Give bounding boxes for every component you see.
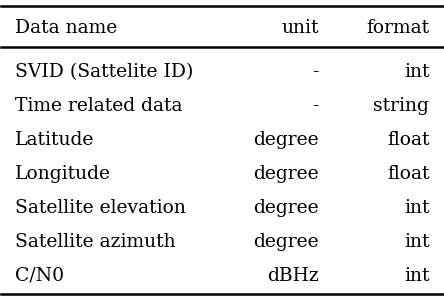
Text: float: float [387,131,429,149]
Text: degree: degree [254,165,319,183]
Text: Longitude: Longitude [15,165,111,183]
Text: int: int [404,199,429,217]
Text: int: int [404,233,429,251]
Text: Time related data: Time related data [15,97,182,115]
Text: format: format [366,19,429,37]
Text: degree: degree [254,233,319,251]
Text: unit: unit [281,19,319,37]
Text: Latitude: Latitude [15,131,94,149]
Text: int: int [404,267,429,285]
Text: Satellite elevation: Satellite elevation [15,199,186,217]
Text: SVID (Sattelite ID): SVID (Sattelite ID) [15,63,193,81]
Text: -: - [313,63,319,81]
Text: string: string [373,97,429,115]
Text: degree: degree [254,199,319,217]
Text: Satellite azimuth: Satellite azimuth [15,233,175,251]
Text: dBHz: dBHz [267,267,319,285]
Text: C/N0: C/N0 [15,267,64,285]
Text: float: float [387,165,429,183]
Text: degree: degree [254,131,319,149]
Text: -: - [313,97,319,115]
Text: Data name: Data name [15,19,117,37]
Text: int: int [404,63,429,81]
